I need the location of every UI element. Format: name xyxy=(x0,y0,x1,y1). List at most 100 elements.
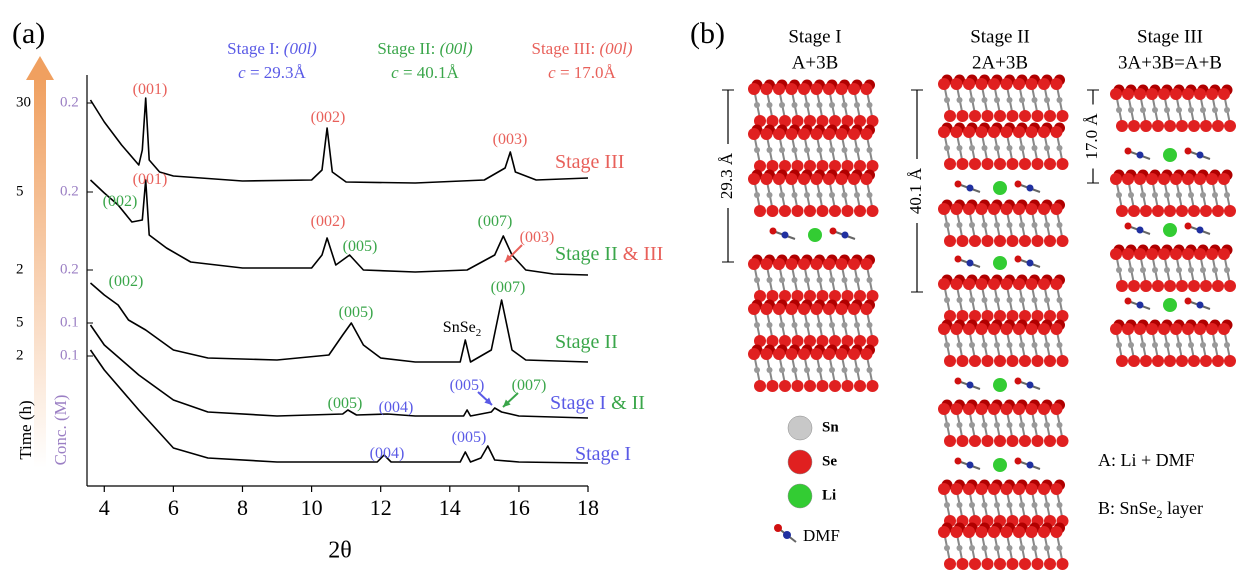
sn-atom xyxy=(1056,422,1063,428)
peak-text: (004) xyxy=(379,399,414,416)
se-atom xyxy=(1116,355,1128,367)
x-tick-label: 12 xyxy=(370,495,392,520)
se-atom xyxy=(1146,248,1158,260)
se-atom xyxy=(1019,158,1031,170)
se-atom xyxy=(754,290,766,302)
sn-atom xyxy=(1056,222,1063,228)
se-atom xyxy=(1038,78,1050,90)
sn-atom xyxy=(1006,545,1013,551)
sn-atom xyxy=(816,147,823,153)
se-atom xyxy=(1110,88,1122,100)
se-atom xyxy=(1176,205,1188,217)
se-atom xyxy=(1044,110,1056,122)
conc-value: 0.2 xyxy=(60,261,79,277)
sn-atom xyxy=(1140,342,1146,348)
label-part: & II xyxy=(611,392,645,414)
se-atom xyxy=(944,235,956,247)
sn-atom xyxy=(1056,342,1063,348)
se-atom xyxy=(994,355,1006,367)
se-atom xyxy=(1200,205,1212,217)
dmf-n xyxy=(841,231,849,239)
peak-text: (002) xyxy=(311,213,346,230)
dmf-n xyxy=(966,259,974,267)
se-atom xyxy=(773,258,785,270)
sn-atom xyxy=(1044,342,1050,348)
sn-atom xyxy=(1019,502,1025,508)
sn-atom xyxy=(1188,342,1194,348)
se-atom xyxy=(860,83,873,95)
sn-atom xyxy=(754,322,760,328)
label-part: Stage II xyxy=(555,331,618,353)
se-atom xyxy=(1031,110,1044,122)
se-atom xyxy=(1218,88,1230,100)
se-atom xyxy=(1200,280,1212,292)
se-atom xyxy=(823,303,835,315)
stage-header: Stage II: (00l) xyxy=(377,39,473,58)
sn-atom xyxy=(804,277,810,283)
peak-text: (005) xyxy=(343,238,378,255)
sn-atom xyxy=(1006,342,1013,348)
sn-atom xyxy=(1200,107,1206,113)
se-atom xyxy=(1025,483,1038,495)
sn-atom xyxy=(791,322,798,328)
se-atom xyxy=(779,380,791,392)
se-atom xyxy=(975,403,988,415)
se-atom xyxy=(981,110,994,122)
sn-atom xyxy=(804,147,810,153)
peak-label: (002) xyxy=(311,109,346,126)
se-atom xyxy=(981,558,994,570)
dmf-o xyxy=(829,227,837,235)
se-atom xyxy=(1116,120,1128,132)
se-atom xyxy=(754,335,766,347)
c-value: = 17.0Å xyxy=(556,63,617,82)
se-atom xyxy=(848,173,860,185)
peak-label: (004) xyxy=(370,445,405,462)
se-atom xyxy=(829,115,841,127)
se-atom xyxy=(841,205,854,217)
sn-atom xyxy=(816,322,823,328)
se-atom xyxy=(956,435,969,447)
se-atom xyxy=(1164,280,1176,292)
se-atom xyxy=(938,483,950,495)
se-atom xyxy=(829,335,841,347)
x-tick-label: 4 xyxy=(99,495,110,520)
sn-atom xyxy=(1200,342,1206,348)
sn-atom xyxy=(1006,422,1013,428)
sn-atom xyxy=(841,102,848,108)
header-label: Stage III: xyxy=(531,39,599,58)
dmf-n xyxy=(1136,301,1144,309)
se-atom xyxy=(829,205,841,217)
note-part: layer xyxy=(1163,498,1203,518)
se-atom xyxy=(773,348,785,360)
sn-atom xyxy=(1006,502,1013,508)
se-atom xyxy=(760,128,773,140)
se-atom xyxy=(1128,355,1140,367)
x-tick-label: 18 xyxy=(577,495,599,520)
se-atom xyxy=(1056,355,1069,367)
se-atom xyxy=(779,335,791,347)
se-atom xyxy=(1019,435,1031,447)
peak-text: (005) xyxy=(328,395,363,412)
se-atom xyxy=(1128,205,1140,217)
se-atom xyxy=(963,203,975,215)
sn-atom xyxy=(1019,297,1025,303)
se-atom xyxy=(963,403,975,415)
se-atom xyxy=(866,160,879,172)
se-atom xyxy=(791,335,804,347)
sn-atom xyxy=(1140,267,1146,273)
se-atom xyxy=(1006,355,1019,367)
sn-atom xyxy=(854,277,860,283)
se-atom xyxy=(810,258,823,270)
x-tick-label: 10 xyxy=(301,495,323,520)
se-atom xyxy=(810,303,823,315)
se-atom xyxy=(1224,280,1236,292)
se-atom xyxy=(766,160,779,172)
se-atom xyxy=(1170,88,1182,100)
sn-atom xyxy=(994,145,1000,151)
se-atom xyxy=(779,115,791,127)
sn-atom xyxy=(969,222,975,228)
sn-atom xyxy=(866,102,873,108)
se-atom xyxy=(1116,280,1128,292)
column-title: Stage II xyxy=(970,26,1030,47)
